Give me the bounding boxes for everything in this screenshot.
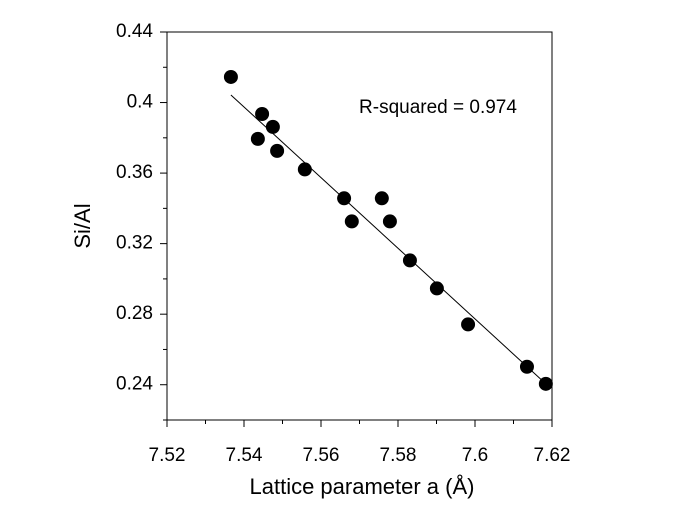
fit-line xyxy=(230,94,547,385)
point xyxy=(255,107,270,122)
x-tick-label: 7.56 xyxy=(303,445,340,466)
point xyxy=(344,214,359,229)
point xyxy=(374,191,389,206)
y-tick-label: 0.32 xyxy=(116,233,153,254)
x-tick-label: 7.54 xyxy=(226,445,263,466)
point xyxy=(270,143,285,158)
plot-frame xyxy=(166,31,553,421)
x-axis-label: Lattice parameter a (Å) xyxy=(250,474,475,499)
point xyxy=(429,281,444,296)
y-tick-label: 0.28 xyxy=(116,303,153,324)
x-tick-label: 7.62 xyxy=(534,445,571,466)
point xyxy=(519,359,534,374)
point xyxy=(297,162,312,177)
x-tick-label: 7.52 xyxy=(149,445,186,466)
point xyxy=(265,119,280,134)
point xyxy=(402,253,417,268)
y-tick-label: 0.36 xyxy=(116,162,153,183)
y-tick-label: 0.24 xyxy=(116,374,153,395)
y-tick-label: 0.4 xyxy=(127,92,154,113)
point xyxy=(538,376,553,391)
y-tick-label: 0.44 xyxy=(116,21,153,42)
x-tick-label: 7.58 xyxy=(380,445,417,466)
point xyxy=(337,191,352,206)
point xyxy=(223,69,238,84)
annotation: R-squared = 0.974 xyxy=(359,97,517,118)
y-axis-label: Si/Al xyxy=(70,203,95,248)
point xyxy=(382,214,397,229)
point xyxy=(250,131,265,146)
point xyxy=(461,317,476,332)
x-tick-label: 7.6 xyxy=(462,445,488,466)
